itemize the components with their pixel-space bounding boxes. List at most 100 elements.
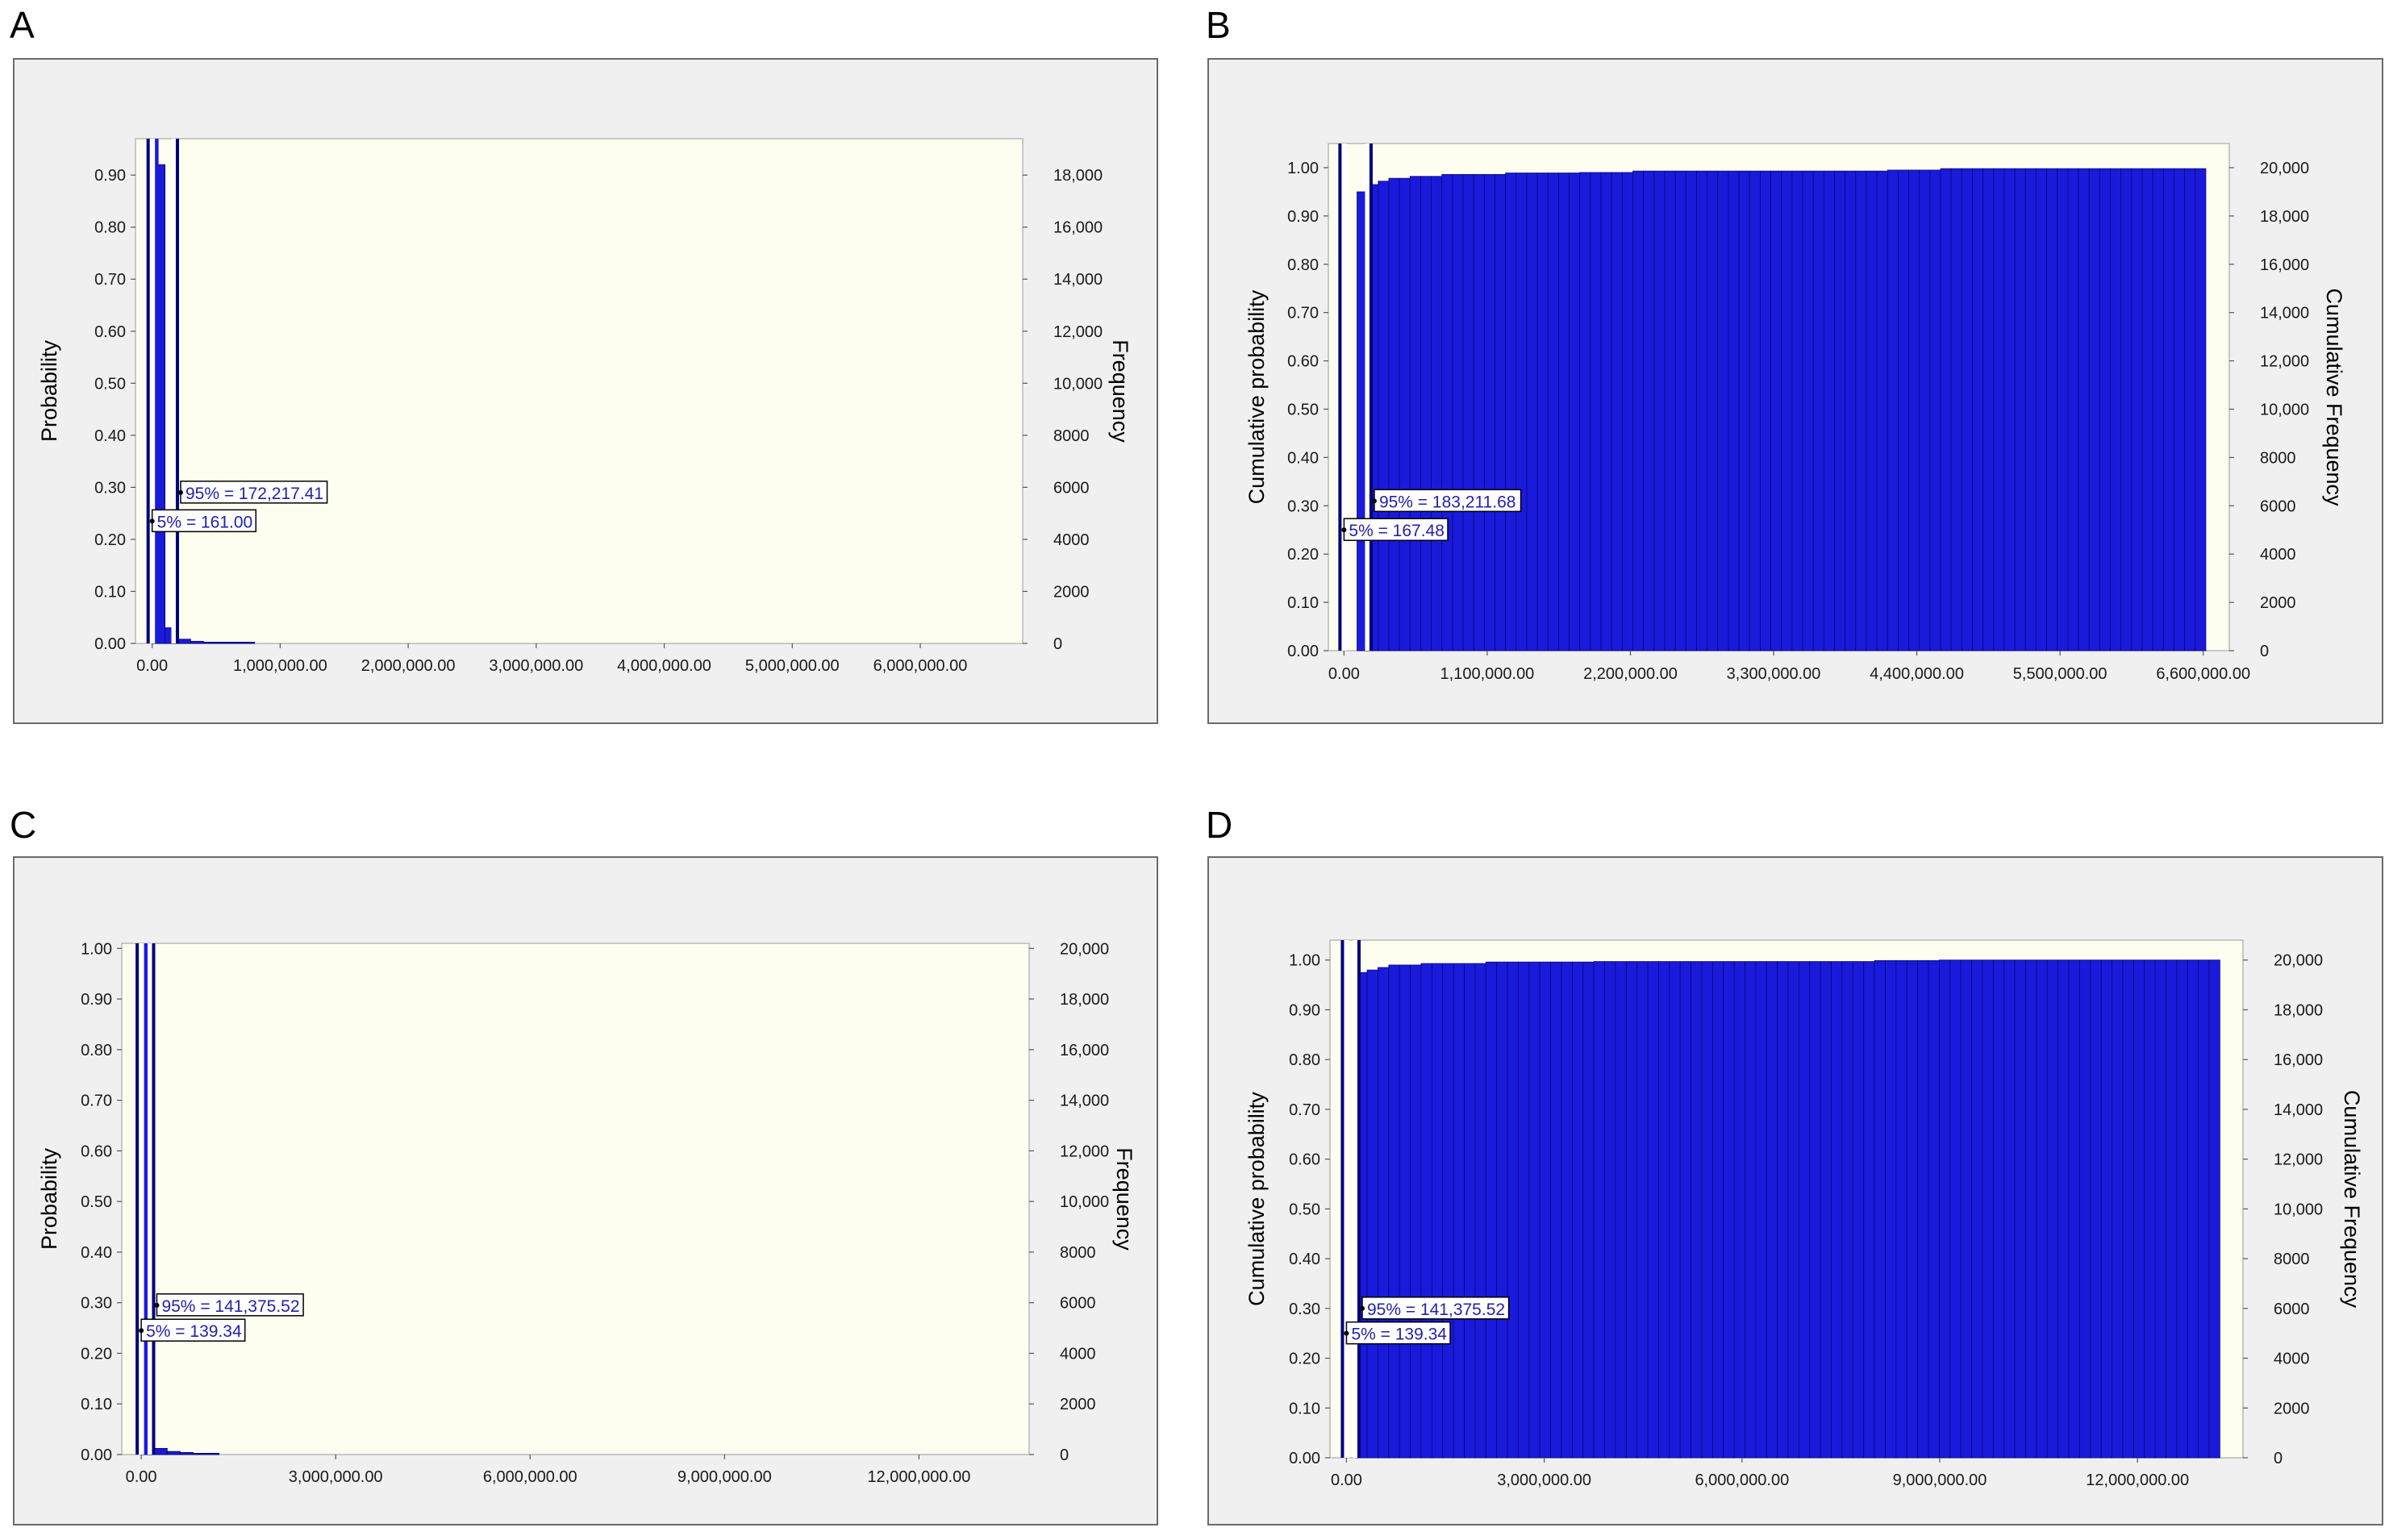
bar	[1679, 961, 1691, 1459]
y-tick-label: 0.00	[1289, 1450, 1320, 1467]
percentile-annotation: 95% = 183,211.68	[1371, 489, 1522, 513]
y-axis-label: Probability	[37, 339, 61, 442]
y-tick-label: 0.60	[1289, 1151, 1320, 1169]
y2-ticks-c: 0 2000 4000 6000 8000 10,000 12,000 14,000 16,00…	[1029, 940, 1109, 1464]
y-tick-label: 0.70	[81, 1093, 112, 1110]
bar	[1949, 959, 1962, 1459]
bar	[1495, 173, 1507, 651]
x-tick-label: 3,300,000.00	[1727, 665, 1821, 683]
x-tick-label: 2,000,000.00	[361, 657, 456, 675]
bar	[2078, 168, 2090, 651]
x-tick-label: 6,000,000.00	[873, 657, 968, 675]
bar	[1474, 963, 1486, 1459]
y-tick-label: 0.50	[1287, 401, 1319, 418]
y-tick-label: 0.70	[1289, 1101, 1320, 1119]
y2-tick-label: 8000	[2260, 449, 2296, 467]
percentile-annotation: 5% = 139.34	[1344, 1321, 1451, 1345]
y-tick-label: 0.80	[94, 219, 126, 237]
y-tick-label: 0.40	[81, 1244, 112, 1262]
y-tick-label: 0.70	[94, 271, 126, 289]
percentile-annotation: 5% = 161.00	[149, 509, 257, 533]
y2-tick-label: 20,000	[2260, 160, 2309, 177]
bar	[1410, 964, 1422, 1459]
bar	[241, 642, 256, 644]
bar	[1993, 168, 2005, 651]
x-tick-label: 0.00	[1331, 1471, 1362, 1489]
bar	[1658, 961, 1670, 1459]
y-tick-label: 0.50	[94, 375, 126, 393]
bar	[1760, 170, 1771, 651]
bar	[2187, 959, 2199, 1459]
bar	[1696, 170, 1708, 651]
bar	[1647, 961, 1659, 1459]
x-ticks-b: 0.00 1,100,000.00 2,200,000.00 3,300,000.00…	[1328, 651, 2250, 683]
y-tick-label: 0.80	[1289, 1051, 1320, 1069]
bar	[2003, 168, 2016, 651]
y2-tick-label: 4000	[2260, 546, 2296, 564]
y2-tick-label: 16,000	[2274, 1051, 2323, 1069]
bar	[1717, 170, 1729, 651]
percentile-dot	[1359, 1305, 1365, 1311]
bar	[1526, 173, 1538, 651]
bar	[190, 640, 204, 644]
bar	[1982, 168, 1995, 651]
chart-panel-b: 5% = 167.48 95% = 183,211.68 0.00 0.10 0.20 0…	[1207, 58, 2383, 724]
bar	[166, 1451, 181, 1455]
bar	[1579, 172, 1591, 651]
y2-tick-label: 2000	[2260, 594, 2296, 612]
bar	[1621, 172, 1633, 651]
y-tick-label: 0.90	[1289, 1001, 1320, 1019]
percentile-dot	[177, 489, 183, 495]
x-ticks-d: 0.00 3,000,000.00 6,000,000.00 9,000,000.00…	[1331, 1458, 2189, 1489]
bar	[2152, 168, 2164, 651]
bar	[2162, 168, 2174, 651]
plot-area-c	[121, 943, 1030, 1455]
y-tick-label: 0.30	[94, 479, 126, 497]
bar	[2079, 959, 2091, 1459]
bar	[1505, 173, 1517, 651]
bar	[1749, 170, 1761, 651]
bar	[1834, 170, 1846, 651]
bar	[1855, 170, 1867, 651]
percentile-annotation: 5% = 167.48	[1341, 518, 1449, 541]
bar	[1388, 964, 1400, 1459]
y2-tick-label: 4000	[1060, 1345, 1096, 1363]
percentile-box	[180, 481, 328, 504]
y2-tick-label: 16,000	[2260, 256, 2309, 274]
y-ticks-d: 0.00 0.10 0.20 0.30 0.40 0.50 0.60 0.70 0.80 0.90…	[1289, 952, 1330, 1467]
y-tick-label: 0.90	[81, 991, 112, 1009]
bars-b	[1357, 168, 2207, 651]
y-tick-label: 0.90	[1287, 208, 1319, 226]
x-tick-label: 12,000,000.00	[867, 1468, 970, 1486]
bar	[1528, 961, 1540, 1459]
y2-tick-label: 16,000	[1053, 219, 1103, 237]
bar	[2122, 959, 2134, 1459]
y-ticks-a: 0.00 0.10 0.20 0.30 0.40 0.50 0.60 0.70 0.80 0.90	[94, 167, 135, 653]
bar	[1929, 169, 1941, 651]
percentile-markers-d	[1340, 940, 1361, 1458]
panel-label-b: B	[1206, 4, 1231, 46]
y2-tick-label: 20,000	[1060, 940, 1109, 958]
bar	[2024, 168, 2037, 651]
bar	[1473, 173, 1485, 651]
bar	[177, 639, 191, 644]
y-tick-label: 0.70	[1287, 305, 1319, 323]
bar	[1972, 168, 1984, 651]
y2-tick-label: 18,000	[1060, 991, 1109, 1009]
bar	[179, 1451, 194, 1455]
bar	[1431, 963, 1444, 1459]
y2-tick-label: 0	[1053, 635, 1062, 653]
y2-axis-label: Cumulative Frequency	[2322, 288, 2346, 506]
bar	[1561, 961, 1573, 1459]
percentile-box	[1343, 518, 1449, 541]
bar	[2046, 168, 2058, 651]
y2-tick-label: 8000	[1060, 1244, 1096, 1262]
y-tick-label: 0.10	[1289, 1400, 1320, 1417]
bar	[2174, 168, 2186, 651]
y2-tick-label: 12,000	[2260, 353, 2309, 371]
bar	[1831, 961, 1843, 1459]
bar	[1496, 961, 1508, 1459]
bar	[1547, 173, 1559, 651]
